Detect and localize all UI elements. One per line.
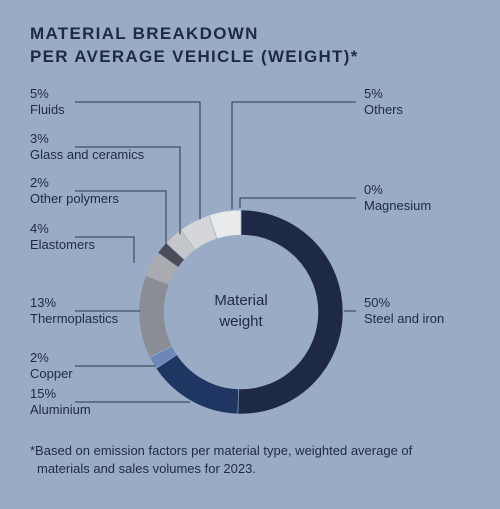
- title-line-1: MATERIAL BREAKDOWN: [30, 24, 259, 43]
- label-name-steel-and-iron: Steel and iron: [364, 311, 444, 326]
- label-name-others: Others: [364, 102, 404, 117]
- leader-line-other-polymers: [75, 190, 167, 247]
- label-name-magnesium: Magnesium: [364, 198, 431, 213]
- footnote-line-2: materials and sales volumes for 2023.: [37, 461, 256, 476]
- leader-line-elastomers: [75, 236, 135, 263]
- footnote: *Based on emission factors per material …: [30, 442, 485, 478]
- chart-title: MATERIAL BREAKDOWN PER AVERAGE VEHICLE (…: [30, 22, 359, 68]
- leader-line-fluids: [75, 101, 201, 220]
- label-value-aluminium: 15%: [30, 386, 56, 401]
- label-name-fluids: Fluids: [30, 102, 65, 117]
- leader-line-glass-and-ceramics: [75, 146, 181, 235]
- label-value-magnesium: 0%: [364, 182, 383, 197]
- center-label-line-1: Material: [214, 292, 267, 309]
- label-value-other-polymers: 2%: [30, 175, 49, 190]
- slice-others: [208, 209, 242, 240]
- label-value-copper: 2%: [30, 350, 49, 365]
- slice-labels: 50%Steel and iron15%Aluminium2%Copper13%…: [30, 86, 444, 417]
- label-name-thermoplastics: Thermoplastics: [30, 311, 119, 326]
- label-value-thermoplastics: 13%: [30, 295, 56, 310]
- label-name-copper: Copper: [30, 366, 73, 381]
- label-value-steel-and-iron: 50%: [364, 295, 390, 310]
- leader-lines: [75, 101, 356, 403]
- footnote-line-1: *Based on emission factors per material …: [30, 443, 413, 458]
- label-value-glass-and-ceramics: 3%: [30, 131, 49, 146]
- center-label-line-2: weight: [218, 313, 263, 330]
- label-value-others: 5%: [364, 86, 383, 101]
- leader-line-magnesium: [239, 197, 356, 208]
- slice-steel-and-iron: [237, 209, 344, 415]
- leader-line-others: [231, 101, 356, 210]
- slice-thermoplastics: [138, 275, 173, 358]
- label-name-elastomers: Elastomers: [30, 237, 96, 252]
- label-value-fluids: 5%: [30, 86, 49, 101]
- label-name-other-polymers: Other polymers: [30, 191, 119, 206]
- label-value-elastomers: 4%: [30, 221, 49, 236]
- label-name-aluminium: Aluminium: [30, 402, 91, 417]
- slice-aluminium: [155, 354, 239, 415]
- donut-slices: [138, 209, 344, 415]
- label-name-glass-and-ceramics: Glass and ceramics: [30, 147, 145, 162]
- title-line-2: PER AVERAGE VEHICLE (WEIGHT)*: [30, 47, 359, 66]
